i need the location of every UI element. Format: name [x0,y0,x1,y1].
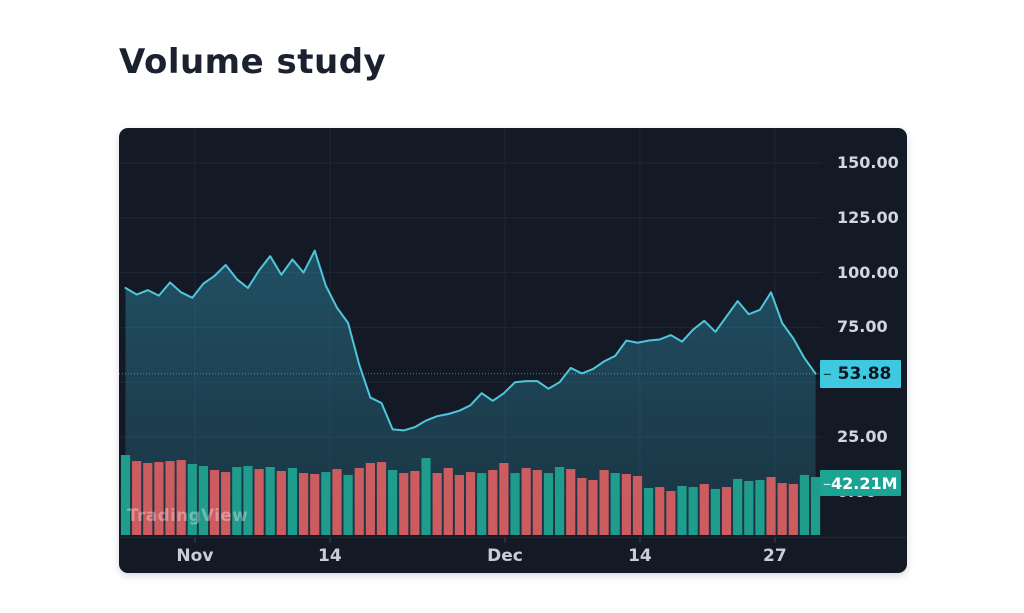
volume-bar [499,463,509,535]
price-tick-label: 125.00 [837,207,899,227]
volume-bar [132,461,142,535]
time-tick-label: Dec [487,546,523,566]
time-tick-label: 14 [628,546,652,566]
time-axis-tick-mark [329,538,331,543]
volume-bar [176,459,186,535]
volume-bar [465,472,476,535]
volume-bar [554,466,565,535]
volume-bar [410,470,420,535]
volume-bar [644,488,654,535]
volume-bar [733,478,743,535]
volume-bar [154,462,164,535]
price-tick-label: 25.00 [837,427,888,446]
volume-bar [777,483,787,535]
price-area-fill [125,250,816,535]
volume-bar [120,455,131,535]
time-tick-label: Nov [176,546,214,566]
volume-bar [621,473,631,535]
volume-bar [788,484,798,535]
price-tick-label: 150.00 [837,153,899,172]
volume-bar [254,469,264,535]
volume-bar [376,462,387,535]
last-price-value: 53.88 [837,363,892,384]
volume-bar [187,463,197,535]
volume-bar [432,473,442,535]
volume-bar [287,467,298,535]
volume-bar [443,467,453,535]
volume-bar [232,466,242,535]
chart-card: TradingView 0.0025.0050.0075.00100.00125… [119,128,907,573]
volume-bar [588,480,598,535]
volume-bar [566,469,576,535]
volume-bar [677,485,687,535]
volume-bar [365,463,375,535]
volume-bar [276,470,286,535]
volume-bar [799,474,810,535]
volume-bar [388,470,398,535]
chart-canvas [119,128,822,537]
chart-plot-area[interactable]: TradingView [119,128,822,537]
volume-bar [454,474,464,535]
volume-bar [143,463,153,535]
volume-bar [577,477,587,535]
time-axis-tick-mark [194,538,196,543]
volume-bar [477,473,487,535]
volume-bar [710,488,720,535]
volume-bar [655,487,665,535]
volume-bar [610,473,620,535]
volume-bar [755,480,765,535]
last-price-badge: – 53.88 [820,359,901,388]
volume-bar [310,473,320,535]
time-axis-tick-mark [639,538,641,543]
volume-bar [699,484,709,535]
volume-bar [265,466,275,535]
volume-bar [532,470,542,535]
volume-bar [243,466,253,535]
last-volume-badge: – 42.21M [820,470,901,496]
volume-bar [198,466,209,535]
last-volume-value: 42.21M [831,473,898,493]
volume-bar [165,461,175,535]
volume-bar [721,487,732,535]
volume-bar [744,481,754,535]
volume-bar [688,487,698,535]
price-tick-label: 75.00 [837,317,888,337]
volume-bar [209,470,220,535]
volume-bar [298,473,309,535]
price-line [124,249,817,432]
volume-bar [332,469,342,535]
volume-bar [521,467,531,535]
volume-bar [599,470,609,535]
volume-bar [632,476,643,535]
time-axis-tick-mark [504,538,506,543]
time-axis-tick-mark [774,538,776,543]
price-tick-dash: – [823,363,832,384]
volume-bar [666,491,676,535]
price-tick-label: 100.00 [837,262,899,282]
volume-bar [354,467,364,535]
volume-bar [510,473,520,535]
volume-bar [399,473,409,535]
volume-bar [421,458,431,535]
time-tick-label: 27 [763,546,787,566]
volume-tick-dash: – [823,473,831,493]
page-title: Volume study [119,42,387,82]
volume-bar [543,473,554,535]
volume-bar [221,472,231,535]
volume-bar [488,470,498,535]
volume-bar [810,477,821,535]
volume-bar [321,472,331,535]
time-tick-label: 14 [318,546,342,566]
volume-bar [766,477,776,535]
time-axis[interactable]: Nov 14 Dec 14 27 [119,537,907,573]
volume-bar [343,474,353,535]
